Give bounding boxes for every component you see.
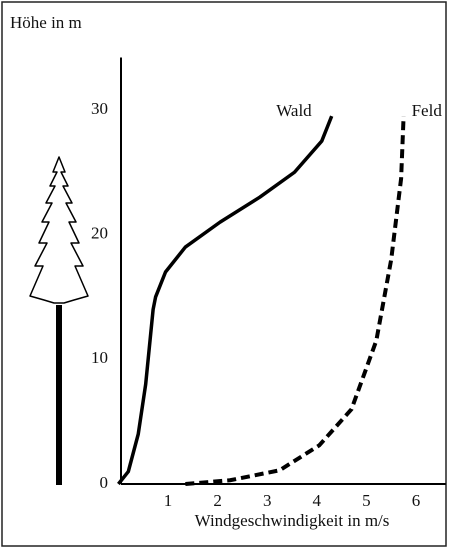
x-axis-label: Windgeschwindigkeit in m/s bbox=[195, 511, 390, 530]
y-tick-label: 10 bbox=[91, 348, 108, 367]
series-label: Wald bbox=[276, 101, 312, 120]
x-tick-label: 4 bbox=[313, 491, 322, 510]
line-series bbox=[185, 116, 406, 486]
x-tick-label: 1 bbox=[164, 491, 173, 510]
x-tick-label: 5 bbox=[362, 491, 371, 510]
line-series bbox=[117, 115, 334, 486]
y-axis-label: Höhe in m bbox=[10, 13, 82, 32]
y-tick-label: 30 bbox=[91, 99, 108, 118]
x-tick-label: 6 bbox=[412, 491, 421, 510]
tree-icon bbox=[29, 156, 89, 485]
x-tick-label: 3 bbox=[263, 491, 272, 510]
y-tick-label: 0 bbox=[100, 473, 109, 492]
series-label: Feld bbox=[412, 101, 443, 120]
y-tick-label: 20 bbox=[91, 224, 108, 243]
x-tick-label: 2 bbox=[213, 491, 222, 510]
